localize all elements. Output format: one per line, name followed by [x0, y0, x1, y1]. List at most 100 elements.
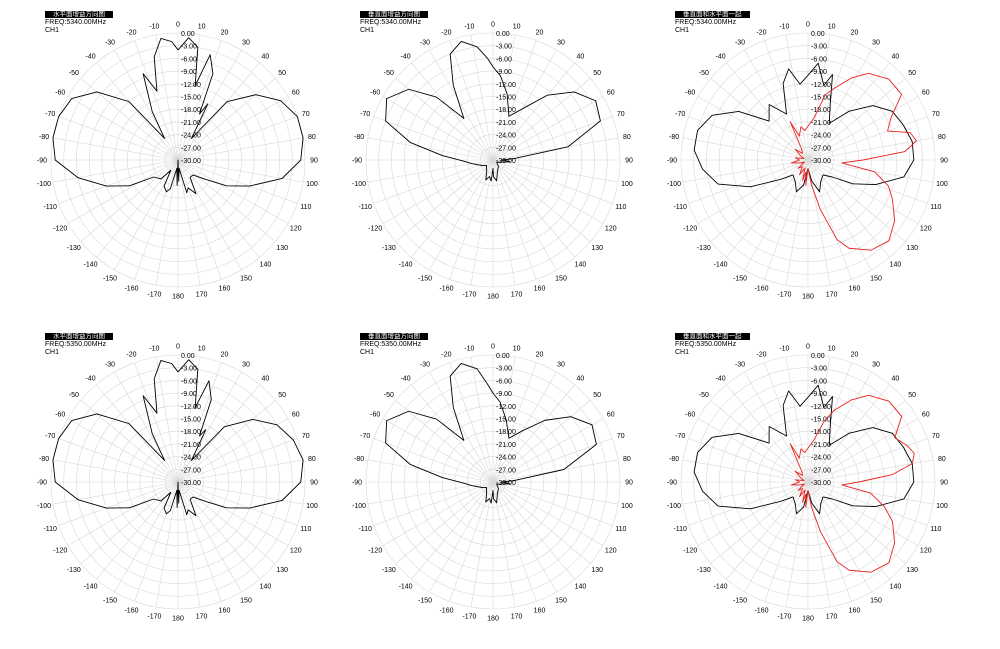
angle-tick-label: -110	[358, 526, 372, 533]
angle-tick-label: 110	[930, 204, 941, 211]
angle-tick-label: -110	[673, 526, 687, 533]
grid-spoke	[697, 159, 809, 224]
grid-spoke	[395, 78, 494, 161]
angle-tick-label: 100	[306, 503, 318, 510]
radial-tick-label: -9.00	[181, 69, 197, 76]
angle-tick-label: -110	[358, 204, 372, 211]
chart-channel: CH1	[360, 27, 375, 34]
angle-tick-label: -120	[683, 226, 697, 233]
grid-spoke	[492, 159, 613, 204]
angle-tick-label: 20	[536, 30, 544, 37]
grid-spoke	[52, 459, 179, 483]
angle-tick-label: 110	[300, 526, 311, 533]
radial-tick-label: -18.00	[181, 107, 201, 114]
angle-tick-label: 60	[922, 90, 930, 97]
angle-tick-label: -20	[441, 30, 451, 37]
radial-tick-label: -6.00	[181, 56, 197, 63]
angle-tick-label: -140	[84, 584, 98, 591]
angle-tick-label: -100	[352, 503, 366, 510]
grid-spoke	[373, 438, 494, 483]
angle-tick-label: 70	[302, 433, 310, 440]
radial-tick-label: -24.00	[496, 455, 516, 462]
radial-tick-label: -12.00	[811, 404, 831, 411]
angle-tick-label: 90	[625, 480, 633, 487]
angle-tick-label: 170	[826, 291, 838, 298]
angle-tick-label: 30	[557, 362, 565, 369]
grid-spoke	[492, 362, 537, 483]
grid-spoke	[449, 362, 494, 483]
grid-spoke	[177, 418, 289, 483]
angle-tick-label: -40	[716, 53, 726, 60]
grid-spoke	[807, 481, 890, 580]
angle-tick-label: -160	[754, 607, 768, 614]
angle-tick-label: 140	[890, 584, 902, 591]
grid-spoke	[726, 159, 809, 258]
series-line	[385, 362, 597, 504]
angle-tick-label: -80	[669, 456, 679, 463]
angle-tick-label: 50	[908, 392, 916, 399]
polar-chart: 0 10 20 30 40 50 60 70 80 90 100 110 120 130 140 150 160…	[352, 344, 633, 623]
angle-tick-label: 140	[575, 262, 587, 269]
angle-tick-label: -150	[733, 275, 747, 282]
grid-spoke	[373, 481, 494, 526]
angle-tick-label: -20	[126, 30, 136, 37]
grid-spoke	[58, 481, 179, 526]
polar-chart-panel: 0 10 20 30 40 50 60 70 80 90 100 110 120 130 140 150 160…	[20, 0, 340, 320]
angle-tick-label: 160	[534, 607, 546, 614]
angle-tick-label: 90	[310, 480, 318, 487]
angle-tick-label: 170	[196, 291, 208, 298]
angle-tick-label: 150	[555, 597, 567, 604]
grid-spoke	[96, 62, 179, 161]
angle-tick-label: 20	[221, 352, 229, 359]
grid-spoke	[710, 159, 809, 242]
radial-tick-label: -9.00	[811, 69, 827, 76]
grid-spoke	[807, 159, 890, 258]
angle-tick-label: -90	[352, 158, 362, 165]
chart-title: 水平面增益方向图	[45, 333, 113, 340]
angle-tick-label: -120	[368, 226, 382, 233]
polar-chart-panel: 0 10 20 30 40 50 60 70 80 90 100 110 120 130 140 150 160…	[335, 322, 655, 642]
grid-spoke	[155, 481, 179, 608]
grid-spoke	[67, 159, 179, 224]
angle-tick-label: 20	[851, 30, 859, 37]
grid-spoke	[411, 159, 494, 258]
radial-tick-label: -30.00	[811, 158, 831, 165]
angle-tick-label: 180	[487, 616, 499, 623]
grid-spoke	[744, 481, 809, 593]
chart-title: 垂直面增益方向图	[360, 11, 428, 18]
angle-tick-label: -160	[439, 607, 453, 614]
grid-spoke	[492, 418, 604, 483]
angle-tick-label: -40	[716, 375, 726, 382]
grid-spoke	[449, 40, 494, 161]
radial-tick-label: 0.00	[181, 353, 195, 360]
series-line	[789, 72, 917, 251]
grid-spoke	[177, 159, 289, 224]
angle-tick-label: -40	[401, 375, 411, 382]
angle-tick-label: 160	[534, 285, 546, 292]
grid-spoke	[807, 481, 852, 602]
angle-tick-label: -140	[714, 262, 728, 269]
radial-tick-label: 0.00	[181, 31, 195, 38]
radial-tick-label: -3.00	[496, 366, 512, 373]
angle-tick-label: 180	[487, 294, 499, 301]
angle-tick-label: 150	[870, 597, 882, 604]
grid-spoke	[492, 481, 557, 593]
chart-title: 垂直面和水平面一起	[675, 333, 750, 340]
grid-spoke	[744, 371, 809, 483]
grid-spoke	[395, 400, 494, 483]
grid-spoke	[177, 371, 242, 483]
grid-spoke	[492, 137, 619, 161]
angle-tick-label: -130	[67, 567, 81, 574]
grid-spoke	[492, 481, 537, 602]
grid-spoke	[367, 459, 494, 483]
angle-tick-label: 0	[176, 344, 180, 351]
grid-spoke	[726, 62, 809, 161]
grid-spoke	[710, 78, 809, 161]
radial-tick-label: -18.00	[496, 429, 516, 436]
grid-spoke	[710, 400, 809, 483]
radial-tick-label: -12.00	[181, 404, 201, 411]
angle-tick-label: -170	[147, 613, 161, 620]
angle-tick-label: 30	[242, 40, 250, 47]
angle-tick-label: 0	[176, 22, 180, 29]
grid-spoke	[807, 481, 919, 546]
